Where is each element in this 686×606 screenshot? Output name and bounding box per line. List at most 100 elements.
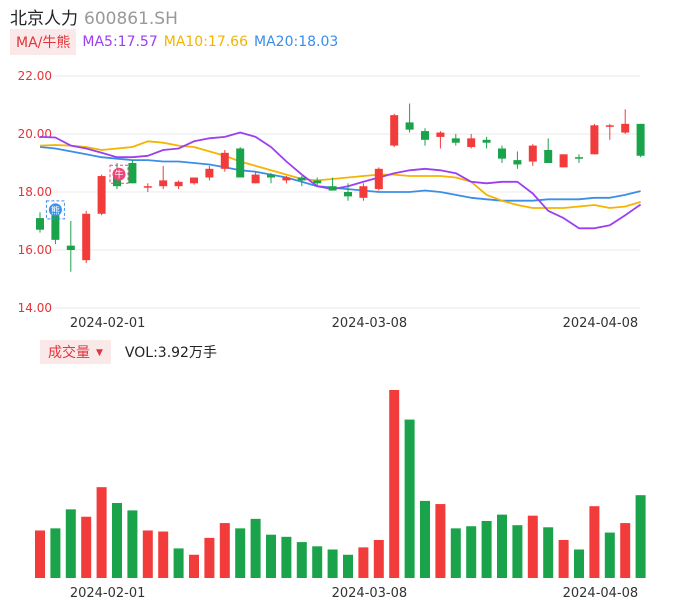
date-axis-labels: 2024-02-01 2024-03-08 2024-04-08 — [70, 316, 638, 331]
volume-bar — [512, 525, 523, 578]
candle — [421, 128, 429, 146]
volume-bar — [50, 528, 61, 578]
marker-label: 牛 — [114, 169, 123, 181]
candle — [636, 123, 645, 158]
candle-body — [297, 177, 306, 181]
candle — [451, 134, 460, 146]
stock-code: 600861.SH — [84, 9, 178, 29]
candle — [374, 167, 383, 191]
candle — [66, 221, 75, 272]
candle-body — [467, 138, 476, 148]
candle-body — [528, 145, 537, 162]
date-tick-label: 2024-04-08 — [563, 316, 639, 331]
bull-marker-icon: 牛 — [109, 164, 129, 184]
volume-date-axis-labels: 2024-02-01 2024-03-08 2024-04-08 — [70, 586, 638, 601]
volume-bar — [343, 554, 353, 578]
candle — [328, 177, 337, 191]
candle-body — [590, 125, 599, 155]
price-tick-label: 14.00 — [18, 301, 52, 315]
volume-date-tick-label: 2024-04-08 — [563, 586, 639, 601]
marker-dot — [112, 167, 126, 181]
volume-legend: 成交量 ▼ VOL:3.92万手 — [40, 340, 217, 364]
volume-bar — [158, 531, 169, 578]
price-grid — [52, 75, 640, 309]
volume-bar — [219, 523, 230, 578]
candle-body — [251, 174, 260, 184]
candle — [36, 212, 44, 233]
candle-body — [313, 180, 322, 184]
candle — [143, 183, 152, 192]
candle-body — [513, 160, 522, 165]
volume-bar — [250, 518, 261, 578]
candle — [236, 147, 245, 178]
ma20-legend: MA20:18.03 — [254, 34, 339, 50]
volume-bar — [358, 547, 369, 578]
marker-frame — [45, 200, 65, 220]
date-tick-label: 2024-03-08 — [332, 316, 408, 331]
volume-bar — [450, 528, 461, 578]
candle-body — [205, 168, 214, 178]
candle — [159, 165, 168, 190]
volume-bar — [127, 510, 138, 578]
stock-title: 北京人力 600861.SH — [10, 4, 178, 29]
volume-bar — [620, 523, 631, 578]
dropdown-arrow-icon: ▼ — [96, 348, 103, 358]
candle-body — [174, 181, 183, 187]
ma5-line — [39, 131, 642, 230]
moving-average-lines — [39, 131, 642, 230]
candle-body — [559, 154, 568, 168]
volume-bars — [35, 390, 646, 578]
candle-body — [128, 163, 137, 184]
volume-bar — [142, 530, 153, 578]
candle-body — [374, 168, 383, 190]
volume-bar — [189, 554, 199, 578]
candle-body — [36, 218, 44, 230]
candle — [97, 174, 106, 216]
volume-bar — [35, 530, 45, 578]
candle-body — [390, 115, 399, 146]
candle-body — [605, 125, 614, 127]
candle-body — [113, 176, 121, 187]
volume-bar — [96, 487, 107, 578]
ma10-line — [39, 140, 641, 209]
volume-bar — [497, 514, 507, 578]
volume-bar — [327, 549, 338, 578]
candle-body — [498, 148, 506, 159]
candle — [528, 144, 537, 166]
volume-indicator-selector[interactable]: 成交量 ▼ — [40, 340, 111, 364]
candle-body — [190, 177, 198, 184]
candle — [190, 177, 198, 185]
candle-body — [482, 139, 491, 143]
ma-indicator-selector[interactable]: MA/牛熊 — [10, 29, 77, 55]
volume-bar — [173, 548, 184, 578]
candle — [297, 176, 306, 187]
candle — [575, 154, 583, 163]
candle-body — [159, 180, 168, 187]
volume-tag-label: 成交量 — [48, 345, 90, 361]
candle — [436, 131, 445, 149]
volume-bar — [404, 419, 415, 578]
candle-body — [544, 149, 553, 163]
candle-body — [359, 186, 368, 198]
volume-bar — [527, 515, 538, 578]
candle-body — [575, 157, 583, 159]
volume-bar — [266, 534, 276, 578]
volume-bar — [481, 520, 492, 578]
candle-body — [143, 186, 152, 188]
candlesticks — [36, 103, 645, 272]
volume-value: VOL:3.92万手 — [124, 345, 217, 361]
candle-body — [405, 122, 414, 130]
candle — [482, 136, 491, 149]
ma-legend: MA/牛熊 MA5:17.57 MA10:17.66 MA20:18.03 — [10, 29, 344, 55]
candle — [605, 123, 614, 140]
volume-bar — [574, 549, 584, 578]
volume-bar — [589, 506, 600, 578]
volume-bar — [65, 509, 76, 578]
candle — [313, 177, 322, 187]
price-axis-labels: 22.00 20.00 18.00 16.00 14.00 — [18, 69, 52, 315]
candle-body — [282, 177, 291, 181]
candle — [205, 165, 214, 181]
signal-markers: 熊牛 — [45, 164, 129, 220]
candle — [405, 103, 414, 133]
